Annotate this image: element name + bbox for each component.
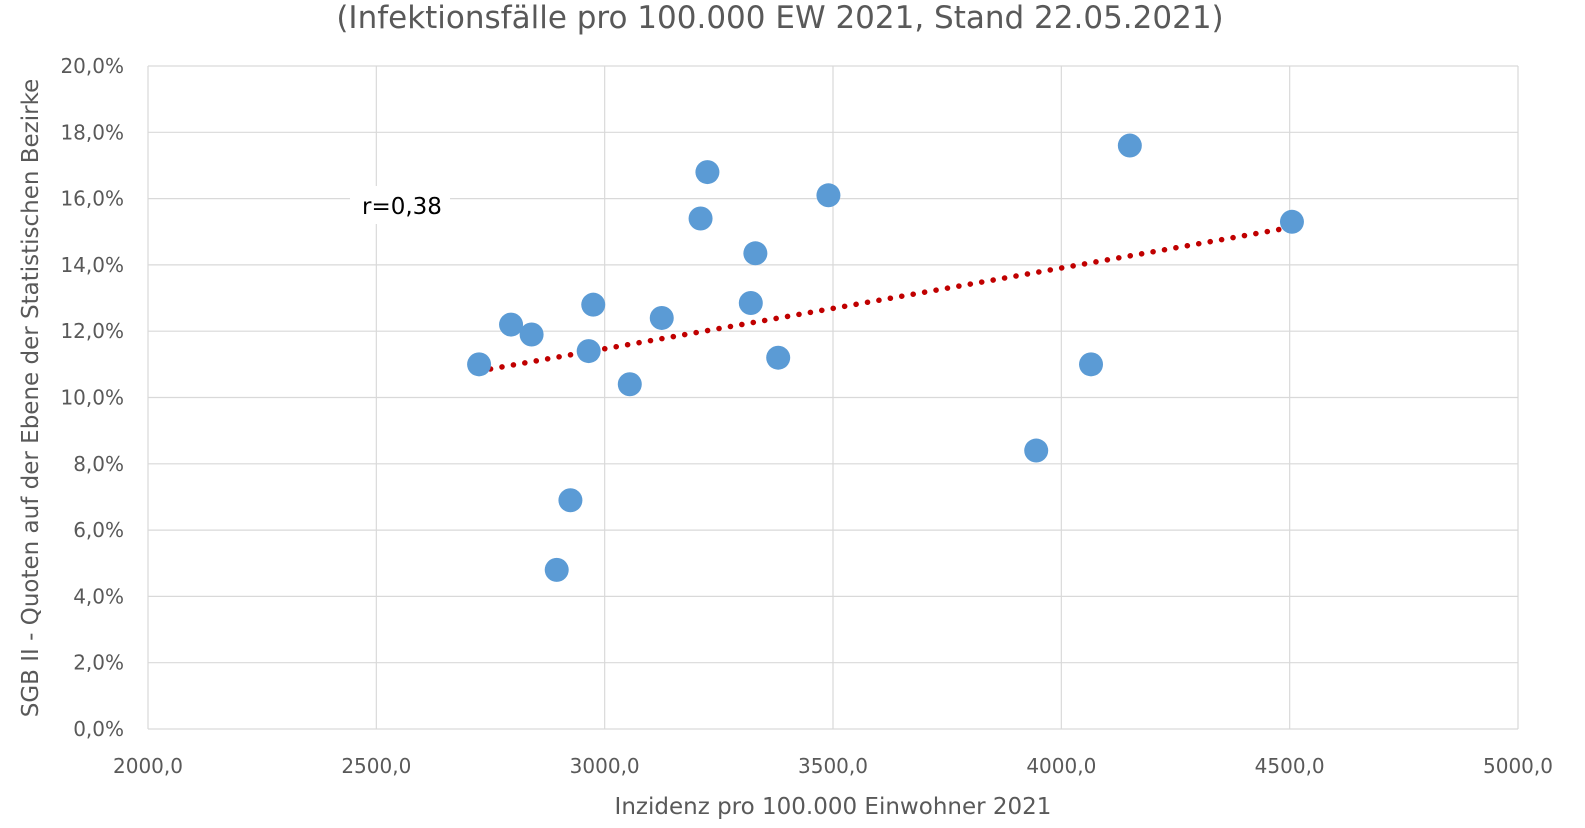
y-tick-label: 4,0% bbox=[73, 584, 124, 608]
y-tick-label: 20,0% bbox=[60, 54, 124, 78]
annotation-background bbox=[350, 186, 450, 224]
data-point bbox=[1079, 352, 1104, 377]
x-tick-label: 3500,0 bbox=[798, 754, 868, 778]
x-tick-label: 5000,0 bbox=[1483, 754, 1553, 778]
x-tick-label: 4000,0 bbox=[1026, 754, 1096, 778]
correlation-annotation: r=0,38 bbox=[362, 194, 442, 220]
data-point bbox=[743, 241, 768, 266]
data-points bbox=[467, 133, 1304, 582]
trendline bbox=[476, 225, 1288, 374]
data-point bbox=[738, 291, 763, 316]
grid-lines bbox=[147, 65, 1519, 730]
x-axis-title: Inzidenz pro 100.000 Einwohner 2021 bbox=[615, 794, 1052, 820]
data-point bbox=[576, 339, 601, 364]
y-tick-label: 10,0% bbox=[60, 386, 124, 410]
data-point bbox=[1024, 438, 1049, 463]
y-tick-label: 2,0% bbox=[73, 651, 124, 675]
data-point bbox=[617, 372, 642, 397]
x-tick-label: 2500,0 bbox=[341, 754, 411, 778]
chart-title: (Infektionsfälle pro 100.000 EW 2021, St… bbox=[336, 0, 1223, 36]
y-tick-labels: 0,0% 2,0% 4,0% 6,0% 8,0% 10,0% 12,0% 14,0% 16,0%… bbox=[60, 54, 124, 741]
data-point bbox=[816, 183, 841, 208]
data-point bbox=[649, 305, 674, 330]
data-point bbox=[1279, 209, 1304, 234]
x-tick-label: 2000,0 bbox=[113, 754, 183, 778]
x-tick-label: 4500,0 bbox=[1255, 754, 1325, 778]
x-tick-label: 3000,0 bbox=[570, 754, 640, 778]
data-point bbox=[499, 312, 524, 337]
y-tick-label: 18,0% bbox=[60, 120, 124, 144]
data-point bbox=[544, 557, 569, 582]
y-tick-label: 8,0% bbox=[73, 452, 124, 476]
data-point bbox=[558, 488, 583, 513]
y-tick-label: 12,0% bbox=[60, 319, 124, 343]
data-point bbox=[467, 352, 492, 377]
data-point bbox=[581, 292, 606, 317]
data-point bbox=[688, 206, 713, 231]
y-tick-label: 14,0% bbox=[60, 253, 124, 277]
data-point bbox=[519, 322, 544, 347]
data-point bbox=[1117, 133, 1142, 158]
y-axis-title: SGB II - Quoten auf der Ebene der Statis… bbox=[18, 79, 44, 718]
trendline-group bbox=[476, 225, 1288, 374]
y-tick-label: 16,0% bbox=[60, 187, 124, 211]
data-point bbox=[695, 160, 720, 185]
x-tick-labels: 2000,0 2500,0 3000,0 3500,0 4000,0 4500,0 5000… bbox=[113, 754, 1553, 778]
y-tick-label: 0,0% bbox=[73, 717, 124, 741]
data-point bbox=[766, 345, 791, 370]
y-tick-label: 6,0% bbox=[73, 518, 124, 542]
